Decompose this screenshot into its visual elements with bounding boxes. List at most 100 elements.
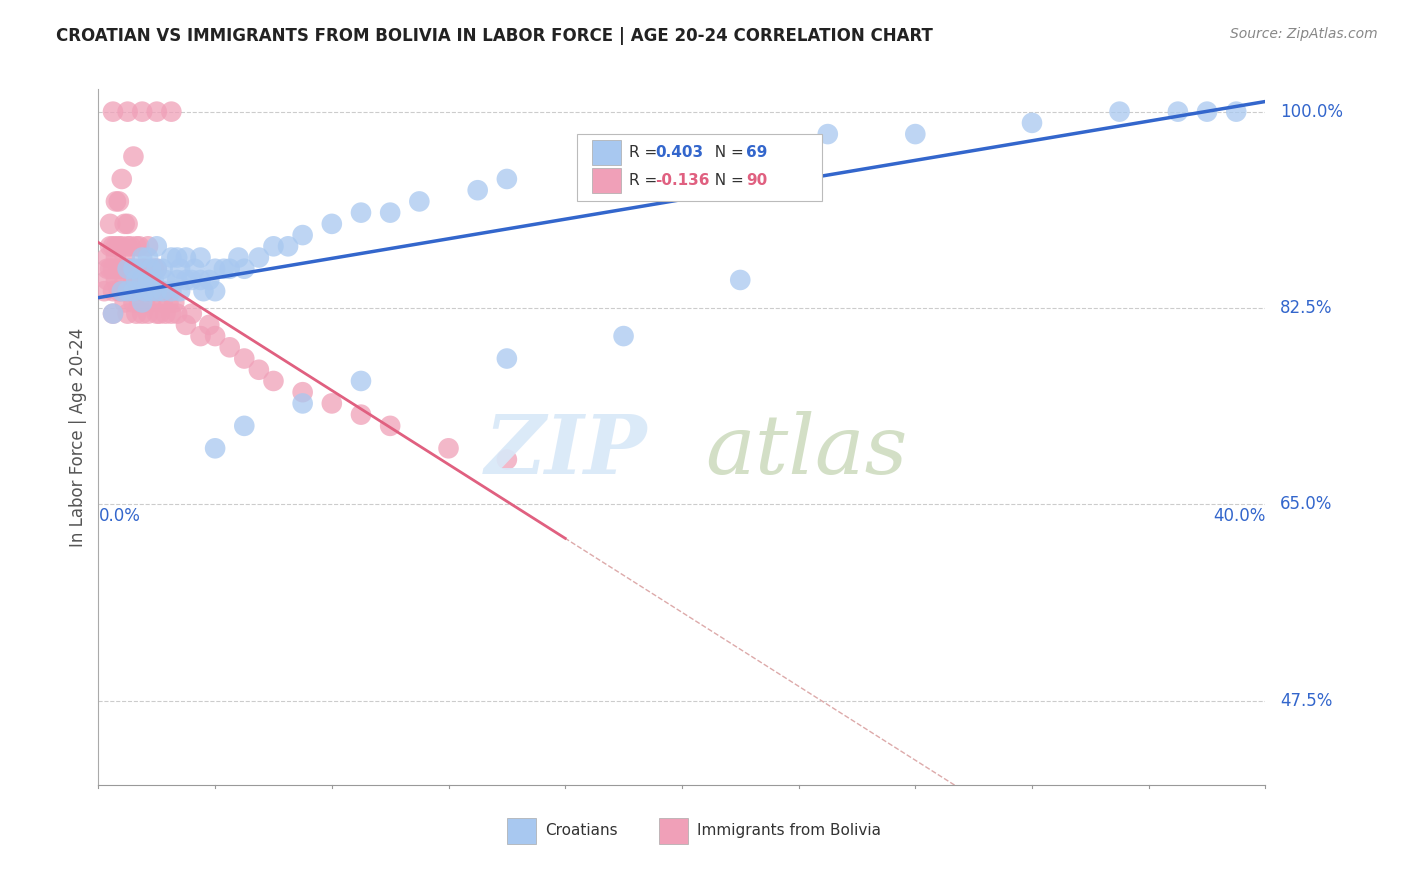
Y-axis label: In Labor Force | Age 20-24: In Labor Force | Age 20-24 <box>69 327 87 547</box>
Point <box>166 307 188 321</box>
Point <box>904 127 927 141</box>
Point <box>1195 104 1218 119</box>
Point <box>198 273 221 287</box>
Point <box>117 261 139 276</box>
Point <box>122 273 145 287</box>
Text: Source: ZipAtlas.com: Source: ZipAtlas.com <box>1230 27 1378 41</box>
Point <box>212 261 235 276</box>
Text: 47.5%: 47.5% <box>1279 692 1333 710</box>
Point <box>218 340 240 354</box>
Text: 0.0%: 0.0% <box>98 507 141 524</box>
Point <box>128 273 150 287</box>
Point <box>139 261 162 276</box>
Point <box>136 284 159 298</box>
Point <box>180 307 202 321</box>
Point <box>583 161 606 175</box>
Point <box>131 273 153 287</box>
Point <box>1225 104 1247 119</box>
Point <box>169 284 191 298</box>
Point <box>1108 104 1130 119</box>
Point <box>134 295 156 310</box>
Point <box>111 261 134 276</box>
Text: Immigrants from Bolivia: Immigrants from Bolivia <box>697 822 882 838</box>
Point <box>101 307 124 321</box>
FancyBboxPatch shape <box>576 135 823 201</box>
Point <box>125 273 148 287</box>
Text: -0.136: -0.136 <box>655 173 710 188</box>
Point <box>131 307 153 321</box>
Point <box>114 295 136 310</box>
Text: 0.403: 0.403 <box>655 145 703 160</box>
Point <box>149 307 172 321</box>
Point <box>98 217 121 231</box>
Point <box>204 329 226 343</box>
Point <box>111 261 134 276</box>
Point <box>111 284 134 298</box>
Point <box>101 307 124 321</box>
Point <box>277 239 299 253</box>
Point <box>120 261 142 276</box>
Text: ZIP: ZIP <box>484 411 647 491</box>
Point <box>111 172 134 186</box>
Point <box>108 284 131 298</box>
Point <box>146 239 169 253</box>
Point <box>104 194 127 209</box>
Point <box>204 284 226 298</box>
Point <box>122 295 145 310</box>
Point <box>142 273 165 287</box>
Point <box>98 239 121 253</box>
Point <box>155 273 177 287</box>
Point <box>125 239 148 253</box>
Point <box>233 351 256 366</box>
Point <box>291 385 314 400</box>
Point <box>180 273 202 287</box>
Point <box>111 239 134 253</box>
Point <box>160 307 183 321</box>
Point <box>108 239 131 253</box>
Point <box>104 251 127 265</box>
Point <box>496 351 519 366</box>
Point <box>169 261 191 276</box>
Point <box>193 284 215 298</box>
Point <box>262 374 284 388</box>
Point <box>146 104 169 119</box>
Point <box>321 396 343 410</box>
Text: 90: 90 <box>747 173 768 188</box>
Point <box>136 273 159 287</box>
Point <box>108 194 131 209</box>
Point <box>117 284 139 298</box>
Point <box>117 261 139 276</box>
Point <box>101 239 124 253</box>
Point <box>114 273 136 287</box>
Point <box>117 239 139 253</box>
Point <box>157 295 180 310</box>
Point <box>291 228 314 243</box>
Point <box>152 284 174 298</box>
Point <box>98 261 121 276</box>
Point <box>166 251 188 265</box>
Point <box>174 273 197 287</box>
Point <box>817 127 839 141</box>
Point <box>122 149 145 163</box>
Point <box>247 363 270 377</box>
Point <box>128 239 150 253</box>
Point <box>160 251 183 265</box>
Point <box>101 284 124 298</box>
Point <box>128 295 150 310</box>
Point <box>101 261 124 276</box>
Point <box>131 261 153 276</box>
Point <box>146 261 169 276</box>
Point <box>117 104 139 119</box>
Point <box>155 307 177 321</box>
Point <box>350 374 373 388</box>
Point <box>131 251 153 265</box>
Point <box>321 217 343 231</box>
Point <box>198 318 221 332</box>
Point <box>496 452 519 467</box>
Point <box>152 284 174 298</box>
Point <box>152 261 174 276</box>
Point <box>146 261 169 276</box>
Point <box>228 251 250 265</box>
Point <box>350 205 373 219</box>
Text: 40.0%: 40.0% <box>1213 507 1265 524</box>
